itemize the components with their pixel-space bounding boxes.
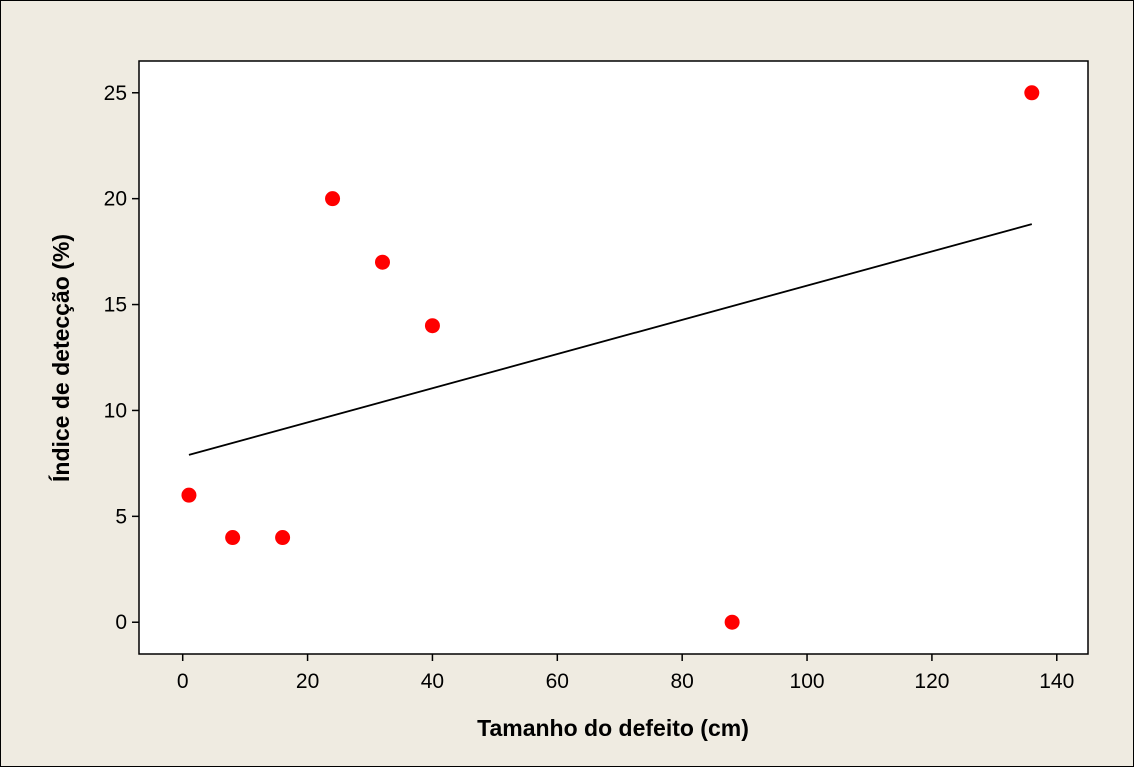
x-tick-label: 140	[1039, 670, 1074, 693]
regression-line	[188, 223, 1033, 456]
x-tick-label: 100	[790, 670, 825, 693]
x-tick-label: 0	[177, 670, 189, 693]
x-axis-title: Tamanho do defeito (cm)	[477, 715, 749, 741]
y-tick-label: 5	[115, 505, 127, 528]
data-point	[275, 530, 291, 546]
data-point	[181, 487, 197, 503]
y-axis-title: Índice de detecção (%)	[47, 234, 74, 482]
y-axis: 0 5 10 15 20 25	[104, 82, 139, 634]
data-point	[1024, 85, 1040, 101]
data-point	[374, 254, 390, 270]
data-point	[225, 530, 241, 546]
x-tick-label: 60	[546, 670, 569, 693]
x-axis: 0 20 40 60 80 100 120 140	[177, 654, 1074, 693]
data-point	[325, 191, 341, 207]
x-tick-label: 20	[296, 670, 319, 693]
y-tick-label: 10	[104, 399, 127, 422]
x-tick-label: 40	[421, 670, 444, 693]
x-tick-label: 120	[914, 670, 949, 693]
y-tick-label: 15	[104, 294, 127, 317]
y-tick-label: 25	[104, 82, 127, 105]
fit-line-layer	[188, 223, 1033, 456]
data-point	[724, 614, 740, 630]
data-points	[181, 85, 1040, 630]
y-tick-label: 0	[115, 611, 127, 634]
plot-area	[138, 60, 1089, 655]
data-point	[424, 318, 440, 334]
y-tick-label: 20	[104, 188, 127, 211]
x-tick-label: 80	[670, 670, 693, 693]
